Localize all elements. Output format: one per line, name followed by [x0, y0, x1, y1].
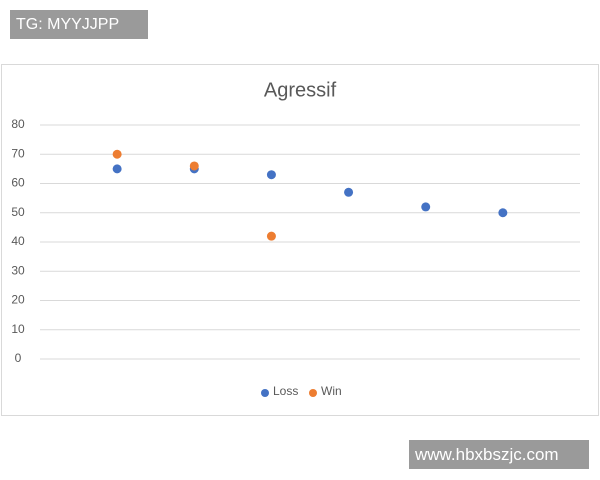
point: [112, 149, 122, 159]
point: [112, 164, 122, 174]
chart-frame: [1, 64, 599, 416]
y-tick-label: 50: [11, 205, 25, 219]
point: [344, 187, 354, 197]
point: [189, 161, 199, 171]
point: [498, 208, 508, 218]
y-tick-label: 80: [11, 117, 25, 131]
y-tick-label: 30: [11, 263, 25, 277]
y-tick-label: 0: [15, 351, 22, 365]
y-tick-label: 40: [11, 234, 25, 248]
point: [421, 202, 431, 212]
y-tick-label: 20: [11, 293, 25, 307]
chart-title: Agressif: [264, 79, 337, 101]
y-tick-label: 60: [11, 176, 25, 190]
top-tag: TG: MYYJJPP: [10, 10, 148, 39]
point: [266, 170, 276, 180]
bottom-tag: www.hbxbszjc.com: [409, 440, 589, 469]
point: [266, 231, 276, 241]
y-tick-label: 10: [11, 322, 25, 336]
legend-marker: [309, 389, 317, 397]
legend-marker: [261, 389, 269, 397]
y-tick-label: 70: [11, 146, 25, 160]
legend-label: Win: [321, 384, 342, 398]
legend-label: Loss: [273, 384, 298, 398]
